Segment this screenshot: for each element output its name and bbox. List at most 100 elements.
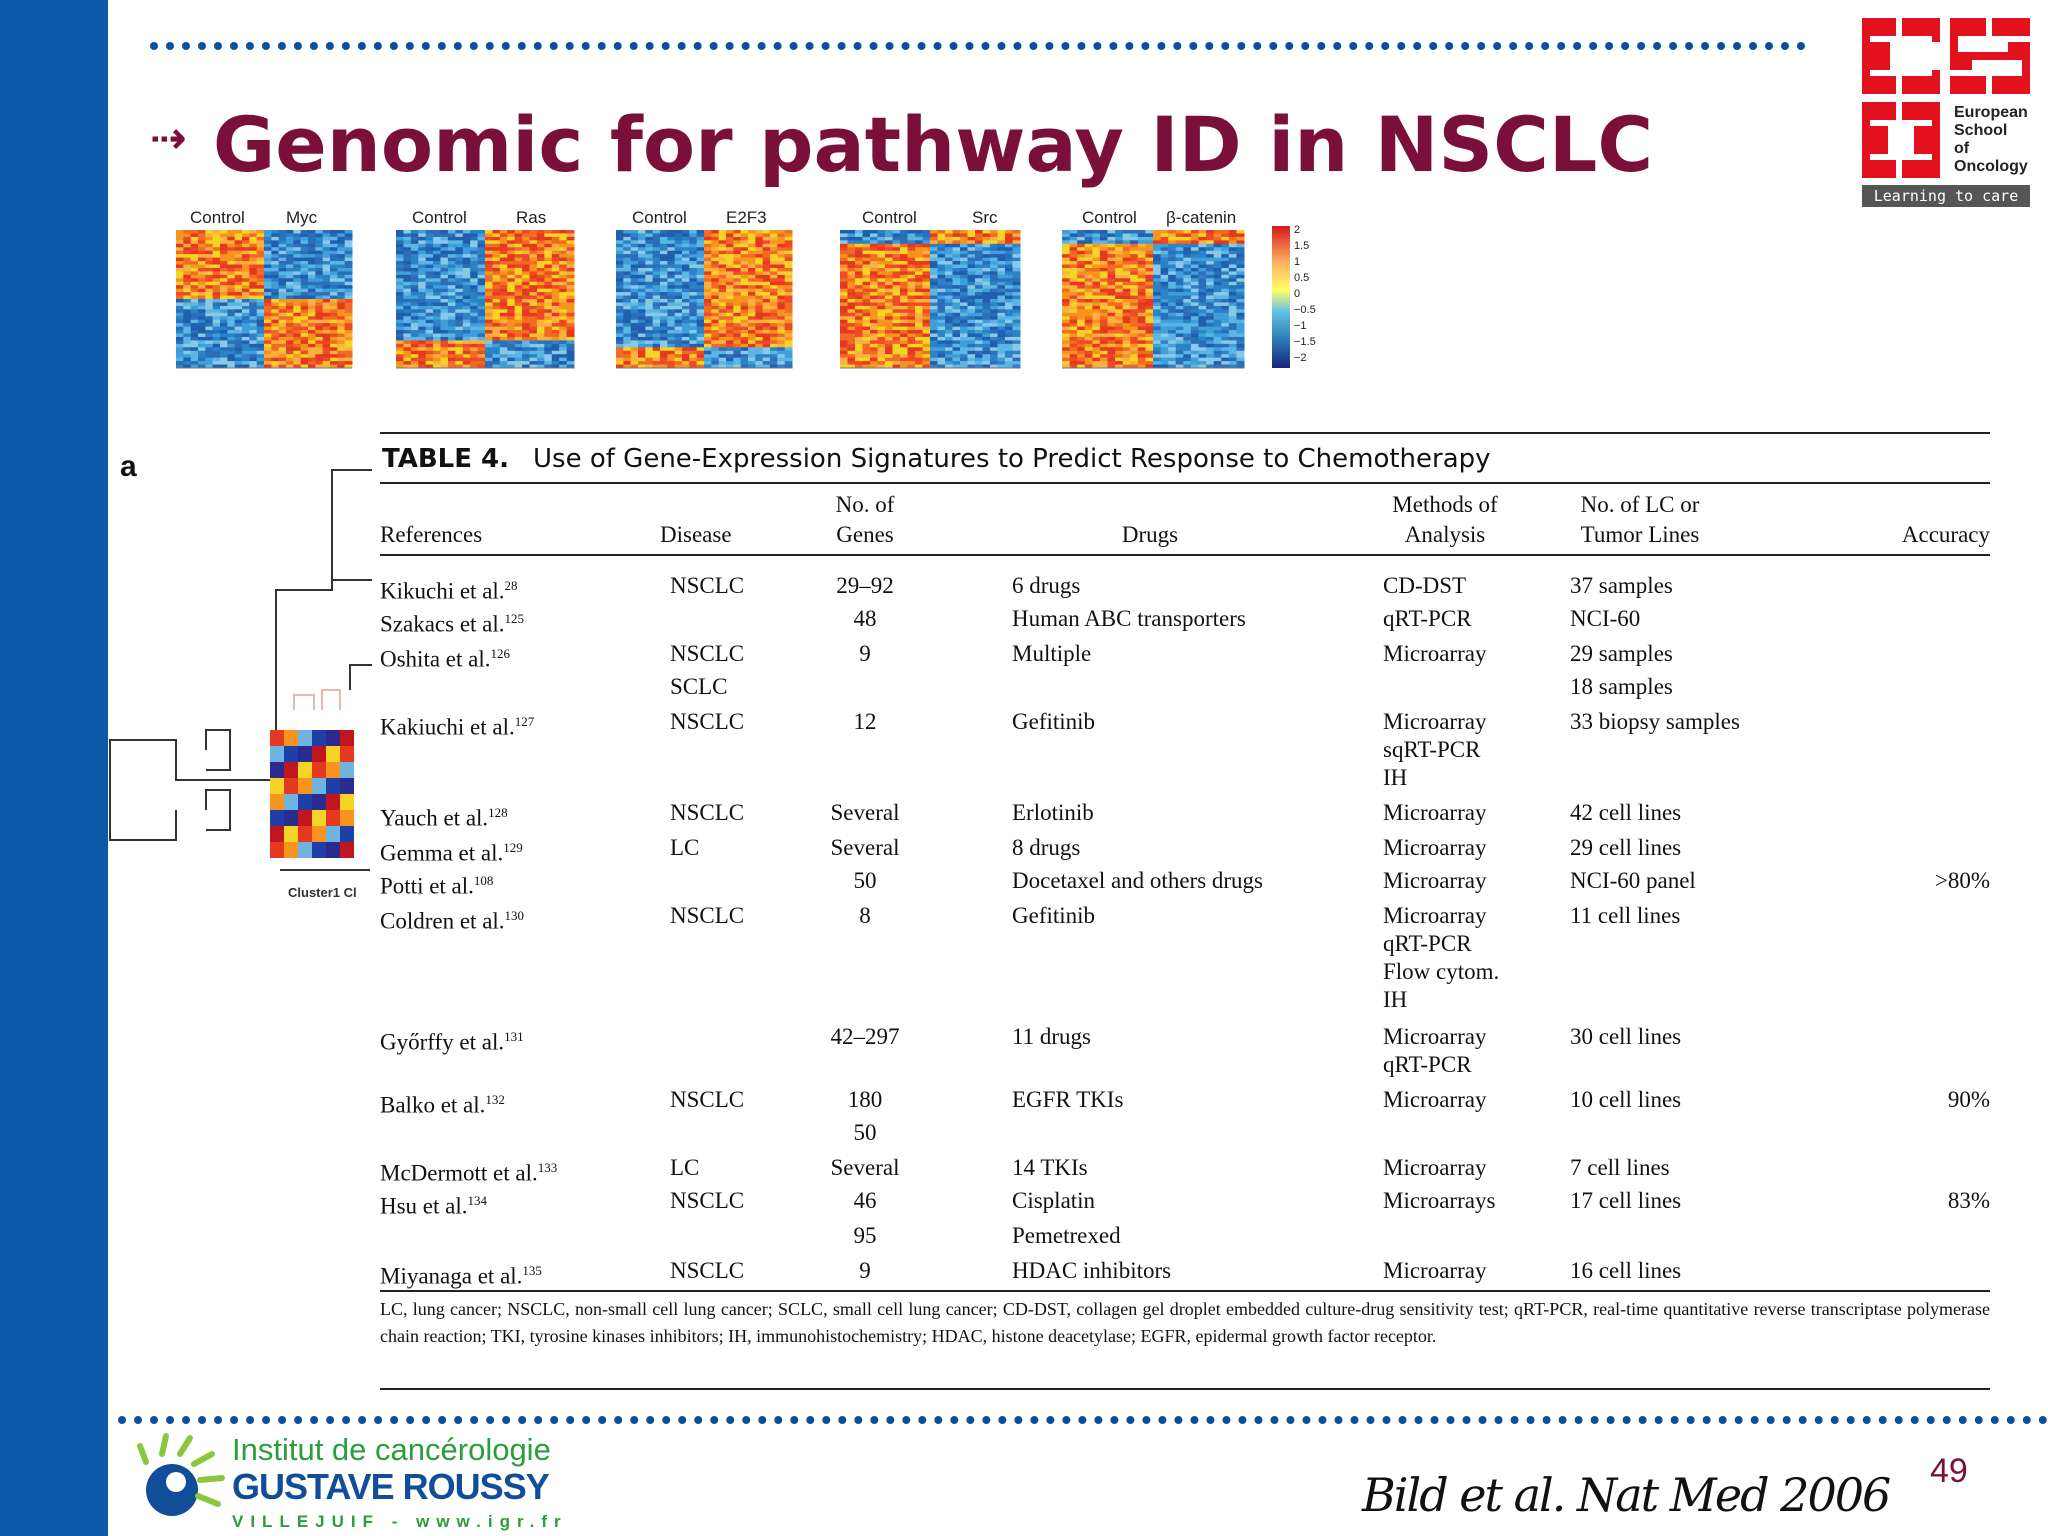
header-methods: Methods of Analysis (1392, 492, 1498, 547)
scale-tick: 0.5 (1294, 272, 1310, 284)
table-cell: Gefitinib (1012, 903, 1096, 928)
table-cell: Multiple (1012, 641, 1092, 666)
table-cell: EGFR TKIs (1012, 1087, 1124, 1112)
table-cell: Several (830, 1155, 900, 1180)
table-cell: Hsu et al.134 (380, 1193, 488, 1219)
table-cell: Microarray (1383, 1024, 1487, 1049)
table-cell: Yauch et al.128 (380, 805, 508, 831)
table-cell: 12 (853, 709, 877, 734)
table-cell: 9 (859, 1258, 871, 1283)
table-cell: Microarray (1383, 868, 1487, 893)
table-cell: SCLC (670, 674, 728, 699)
table-cell: 14 TKIs (1012, 1155, 1088, 1180)
heatmap-signature-label: Ras (516, 208, 547, 227)
table-cell: Erlotinib (1012, 800, 1094, 825)
table-cell: 11 drugs (1012, 1024, 1092, 1049)
table-cell: 90% (1947, 1087, 1990, 1112)
table-cell: 17 cell lines (1570, 1188, 1682, 1213)
table-label: TABLE 4. (382, 444, 510, 474)
citation: Bild et al. Nat Med 2006 (1362, 1468, 1891, 1522)
table-cell: 42 cell lines (1570, 800, 1682, 825)
table-cell: NSCLC (670, 1258, 745, 1283)
heatmap-signature-label: Myc (286, 208, 318, 227)
institute-line-1: Institut de cancérologie (232, 1432, 551, 1467)
scale-tick: 2 (1294, 224, 1301, 236)
header-genes: No. of Genes (835, 492, 895, 547)
table-cell: Microarray (1383, 835, 1487, 860)
table-cell: Several (830, 835, 900, 860)
heatmap-control-label: Control (632, 208, 687, 227)
table-cell: 50 (853, 1120, 877, 1145)
table-cell: Microarrays (1383, 1188, 1496, 1213)
color-scale: 2 1.5 1 0.5 0 −0.5 −1 −1.5 −2 (1272, 224, 1316, 373)
reference-superscript: 28 (504, 578, 518, 593)
table-cell: Microarray (1383, 641, 1487, 666)
table-cell: Flow cytom. (1383, 959, 1500, 984)
header-drugs: Drugs (1121, 522, 1179, 547)
table-cell: qRT-PCR (1383, 606, 1472, 631)
table-cell: 16 cell lines (1570, 1258, 1682, 1283)
reference-superscript: 126 (490, 646, 511, 661)
table-cell: 7 cell lines (1570, 1155, 1670, 1180)
header-disease: Disease (660, 522, 732, 547)
table-cell: McDermott et al.133 (380, 1160, 558, 1186)
table-cell: 8 (859, 903, 871, 928)
reference-superscript: 135 (522, 1263, 542, 1278)
table-cell: 29–92 (836, 573, 894, 598)
table-cell: Microarray (1383, 800, 1487, 825)
table-cell: Balko et al.132 (380, 1092, 505, 1118)
table-cell: qRT-PCR (1383, 1052, 1472, 1077)
table-footnote: LC, lung cancer; NSCLC, non-small cell l… (380, 1299, 1990, 1346)
table-cell: IH (1383, 765, 1408, 790)
table-cell: qRT-PCR (1383, 931, 1472, 956)
table-cell: Microarray (1383, 1258, 1487, 1283)
slide-title: ⇢ Genomic for pathway ID in NSCLC (150, 100, 1653, 189)
table-cell: Several (830, 800, 900, 825)
table-cell: Coldren et al.130 (380, 908, 525, 934)
gustave-roussy-emblem (137, 1433, 225, 1516)
table-cell: Microarray (1383, 1087, 1487, 1112)
table-cell: Oshita et al.126 (380, 646, 511, 672)
table-cell: 48 (853, 606, 877, 631)
table-cell: NSCLC (670, 1188, 745, 1213)
heatmap-beta-catenin: Control β-catenin (1054, 208, 1246, 376)
table-cell: Microarray (1383, 903, 1487, 928)
table-cell: Gefitinib (1012, 709, 1096, 734)
left-sidebar-band (0, 0, 108, 1536)
heatmap-control-label: Control (190, 208, 245, 227)
table-cell: Gemma et al.129 (380, 840, 523, 866)
table-cell: Microarray (1383, 709, 1487, 734)
table-cell: CD-DST (1383, 573, 1467, 598)
table-cell: 46 (853, 1188, 877, 1213)
table-cell: Human ABC transporters (1012, 606, 1246, 631)
heatmap-e2f3-grid (616, 230, 793, 369)
heatmap-signature-label: β-catenin (1166, 208, 1237, 227)
table-cell: 37 samples (1570, 573, 1673, 598)
table-cell: Pemetrexed (1012, 1223, 1121, 1248)
heatmap-signature-label: E2F3 (726, 208, 767, 227)
heatmap-control-label: Control (1082, 208, 1137, 227)
table-cell: >80% (1934, 868, 1990, 893)
eso-line-4: Oncology (1954, 158, 2028, 175)
scale-tick: 1 (1294, 256, 1301, 268)
table-cell: Kikuchi et al.28 (380, 578, 518, 604)
table-cell: Szakacs et al.125 (380, 611, 525, 637)
header-lines: No. of LC or Tumor Lines (1580, 492, 1700, 547)
dendrogram: Cluster1 Cl (109, 469, 372, 900)
reference-superscript: 129 (503, 840, 523, 855)
table-cell: NSCLC (670, 641, 745, 666)
table-cell: 9 (859, 641, 871, 666)
reference-superscript: 130 (504, 908, 525, 923)
table-cell: Docetaxel and others drugs (1012, 868, 1264, 893)
institute-line-2: GUSTAVE ROUSSY (232, 1466, 550, 1507)
scale-tick: 0 (1294, 288, 1301, 300)
eso-tagline: Learning to care (1862, 185, 2030, 207)
table-cell: 42–297 (830, 1024, 900, 1049)
header-accuracy: Accuracy (1901, 522, 1990, 547)
reference-superscript: 133 (537, 1160, 558, 1175)
reference-superscript: 125 (504, 611, 525, 626)
table-cell: 95 (853, 1223, 877, 1248)
scale-tick: −1 (1294, 320, 1307, 332)
table-cell: NSCLC (670, 573, 745, 598)
table-cell: 6 drugs (1012, 573, 1081, 598)
